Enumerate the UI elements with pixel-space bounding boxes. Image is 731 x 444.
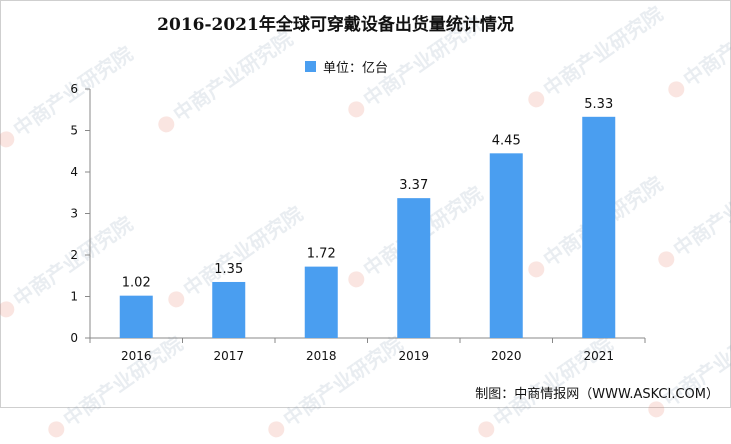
y-tick-label: 4 xyxy=(70,165,78,179)
data-label: 1.72 xyxy=(307,247,336,262)
source-note: 制图：中商情报网（WWW.ASKCI.COM） xyxy=(475,387,719,402)
legend-label: 单位：亿台 xyxy=(323,60,389,76)
legend-swatch xyxy=(305,60,316,72)
bar xyxy=(212,281,246,338)
y-tick-label: 5 xyxy=(70,124,78,138)
y-tick-label: 1 xyxy=(70,290,78,304)
x-tick-label: 2016 xyxy=(121,349,152,363)
watermark-logo-icon xyxy=(475,418,498,441)
data-label: 3.37 xyxy=(399,178,428,193)
y-tick-label: 6 xyxy=(70,82,78,96)
bar-chart: 0 1 2 3 4 5 6 1.02 2016 1.35 2017 1.72 2018 3.37 2019 4… xyxy=(70,82,646,363)
x-tick-label: 2017 xyxy=(213,349,244,363)
bar xyxy=(397,198,431,338)
legend: 单位：亿台 xyxy=(305,57,389,76)
data-label: 5.33 xyxy=(584,97,613,112)
x-tick-label: 2020 xyxy=(491,349,522,363)
x-tick-label: 2018 xyxy=(306,349,337,363)
y-tick-label: 2 xyxy=(70,248,78,262)
bar xyxy=(119,295,153,338)
data-label: 4.45 xyxy=(492,133,521,148)
bar xyxy=(582,116,616,339)
bar xyxy=(304,266,338,338)
watermark-logo-icon xyxy=(265,418,288,441)
data-label: 1.02 xyxy=(122,276,151,291)
chart-title: 2016-2021年全球可穿戴设备出货量统计情况 xyxy=(157,15,514,35)
x-tick-label: 2019 xyxy=(398,349,429,363)
data-label: 1.35 xyxy=(214,262,243,277)
bar xyxy=(489,153,523,338)
y-tick-label: 0 xyxy=(70,331,78,345)
y-tick-label: 3 xyxy=(70,207,78,221)
x-tick-label: 2021 xyxy=(583,349,614,363)
watermark-logo-icon xyxy=(45,418,68,441)
